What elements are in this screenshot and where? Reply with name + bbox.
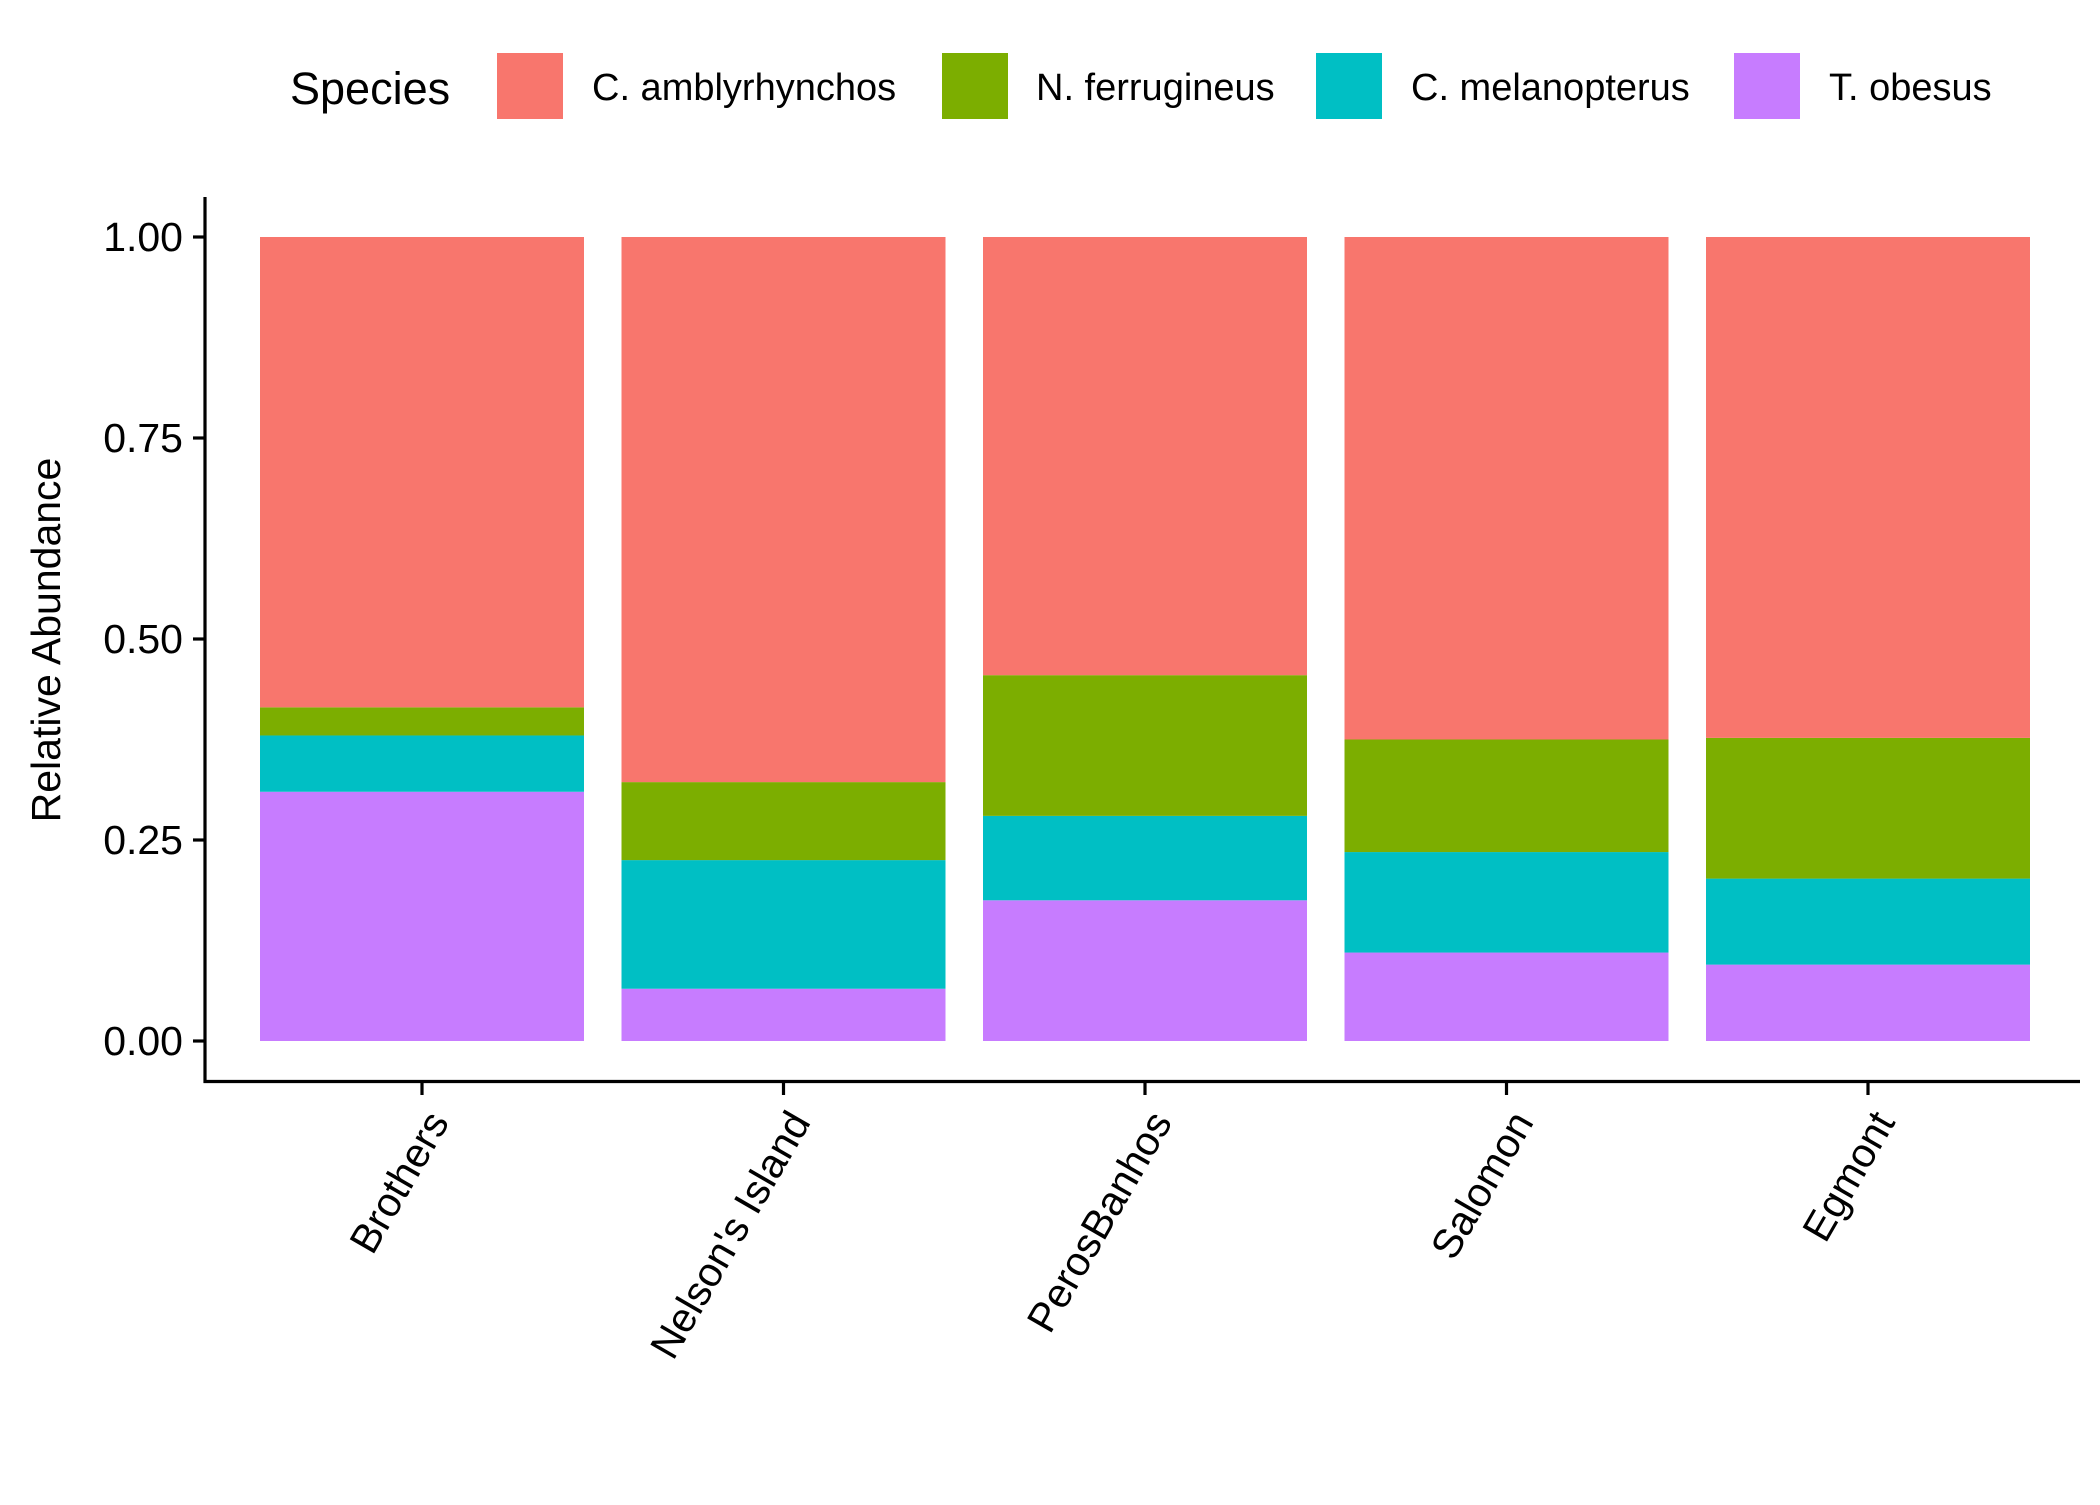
legend-key [1734, 53, 1800, 119]
bar-segment [1344, 852, 1669, 953]
bar-segment [621, 988, 946, 1041]
bar-segment [260, 237, 584, 708]
bar-segment [621, 237, 946, 783]
bar-segment [983, 900, 1307, 1041]
y-axis-title: Relative Abundance [23, 458, 69, 823]
bar-segment [260, 735, 584, 792]
y-ticks: 0.00 0.25 0.50 0.75 1.00 [103, 214, 205, 1064]
y-tick-label: 1.00 [103, 214, 183, 260]
x-tick-label: Egmont [1793, 1103, 1904, 1249]
legend-key [497, 53, 563, 119]
y-tick-label: 0.75 [103, 415, 183, 461]
bar-segment [983, 675, 1307, 816]
y-tick-label: 0.00 [103, 1018, 183, 1064]
bars [260, 237, 2030, 1041]
legend-title: Species [290, 63, 450, 114]
bar-segment [621, 782, 946, 861]
bar-segment [1344, 952, 1669, 1041]
legend-key [942, 53, 1008, 119]
bar-segment [983, 237, 1307, 676]
bar-segment [1344, 739, 1669, 853]
legend-key [1316, 53, 1382, 119]
legend-label: T. obesus [1829, 67, 1992, 109]
x-ticks: Brothers Nelson's Island PerosBanhos Salomo… [340, 1083, 1904, 1366]
bar-segment [1706, 878, 2030, 965]
bar-segment [1344, 237, 1669, 740]
x-tick-label: Nelson's Island [641, 1104, 819, 1367]
bar-segment [621, 860, 946, 989]
y-tick-label: 0.50 [103, 616, 183, 662]
legend: Species C. amblyrhynchos N. ferrugineus C.… [290, 53, 1992, 119]
bar-segment [1706, 237, 2030, 738]
legend-label: N. ferrugineus [1036, 67, 1275, 109]
x-tick-label: PerosBanhos [1018, 1104, 1181, 1340]
bar-segment [260, 791, 584, 1041]
y-tick-label: 0.25 [103, 817, 183, 863]
legend-label: C. melanopterus [1411, 67, 1690, 109]
bar-segment [260, 707, 584, 736]
x-tick-label: Brothers [340, 1104, 457, 1261]
bar-segment [1706, 964, 2030, 1041]
bar-segment [1706, 737, 2030, 879]
legend-label: C. amblyrhynchos [592, 67, 896, 109]
bar-segment [983, 815, 1307, 901]
x-tick-label: Salomon [1422, 1104, 1543, 1267]
